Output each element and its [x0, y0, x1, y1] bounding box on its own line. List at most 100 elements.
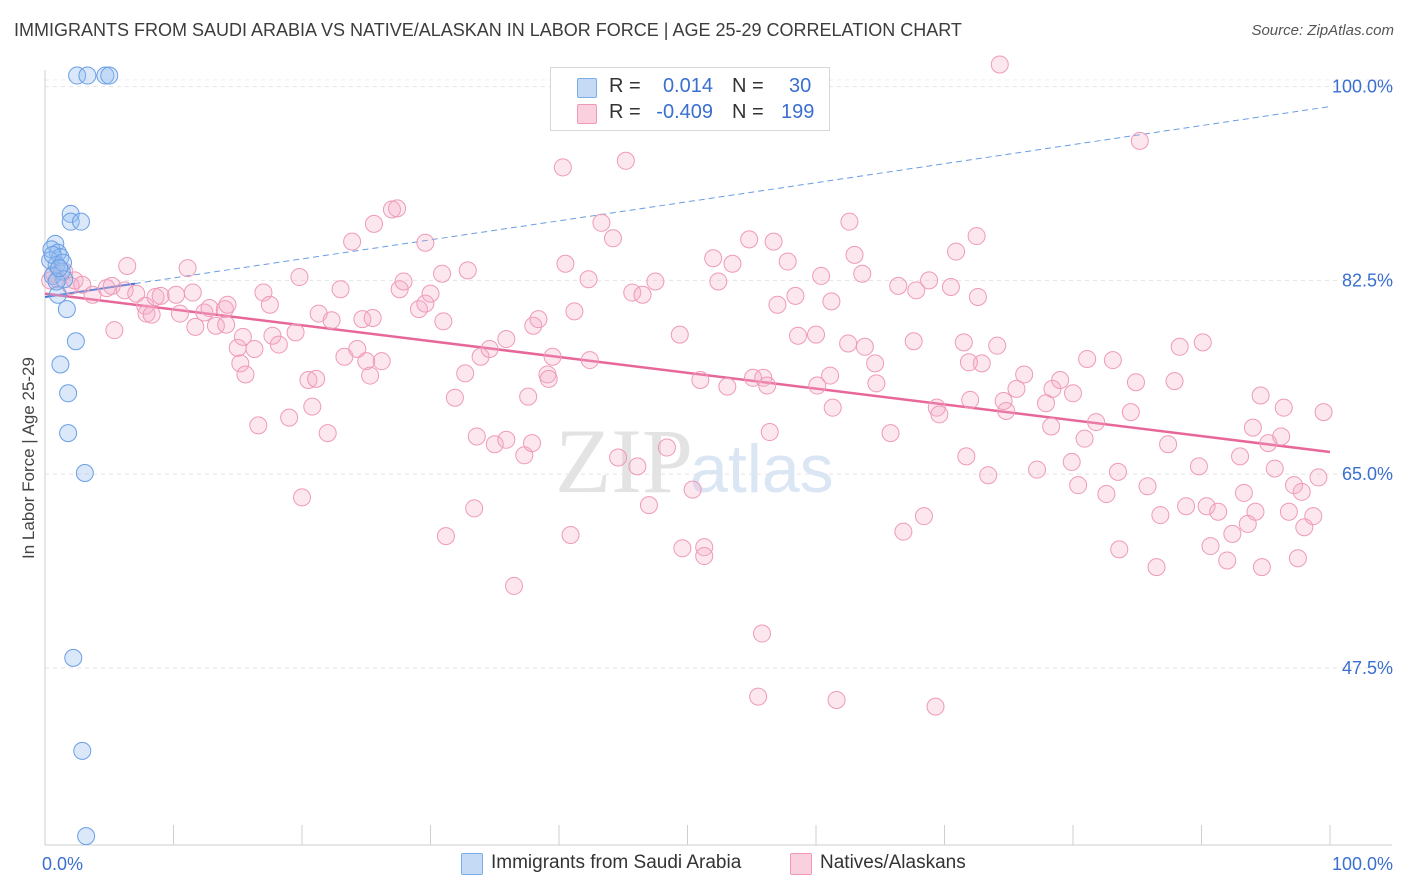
- data-point-natives: [434, 312, 453, 331]
- data-point-natives: [456, 364, 475, 383]
- data-point-saudi: [47, 272, 66, 291]
- data-point-natives: [907, 281, 926, 300]
- data-point-natives: [388, 199, 407, 218]
- data-point-natives: [553, 158, 572, 177]
- data-point-natives: [1231, 447, 1250, 466]
- data-point-natives: [889, 276, 908, 295]
- data-point-natives: [926, 697, 945, 716]
- data-point-natives: [954, 333, 973, 352]
- data-point-natives: [695, 547, 714, 566]
- data-point-natives: [1078, 349, 1097, 368]
- data-point-natives: [855, 337, 874, 356]
- data-point-natives: [303, 397, 322, 416]
- data-point-natives: [1209, 502, 1228, 521]
- data-point-natives: [433, 264, 452, 283]
- axes: [44, 70, 1392, 846]
- data-point-natives: [318, 424, 337, 443]
- watermark-atlas: atlas: [690, 431, 834, 507]
- data-point-natives: [1170, 337, 1189, 356]
- y-axis-label: In Labor Force | Age 25-29: [19, 357, 38, 559]
- data-point-saudi: [61, 212, 80, 231]
- data-point-natives: [744, 368, 763, 387]
- data-point-natives: [1309, 468, 1328, 487]
- data-point-natives: [603, 229, 622, 248]
- data-point-natives: [990, 55, 1009, 74]
- data-point-natives: [307, 369, 326, 388]
- x-tick-label: 0.0%: [42, 854, 83, 874]
- data-point-natives: [867, 374, 886, 393]
- legend-label-series1: Immigrants from Saudi Arabia: [491, 852, 742, 873]
- data-point-natives: [357, 352, 376, 371]
- data-point-natives: [394, 272, 413, 291]
- data-point-natives: [1292, 482, 1311, 501]
- data-point-natives: [808, 376, 827, 395]
- data-point-natives: [1272, 427, 1291, 446]
- data-point-natives: [1314, 403, 1333, 422]
- stats-r-value-series1: 0.014: [662, 75, 713, 97]
- data-point-natives: [1015, 365, 1034, 384]
- data-point-natives: [445, 388, 464, 407]
- data-point-natives: [592, 213, 611, 232]
- data-point-natives: [1042, 417, 1061, 436]
- data-point-natives: [1028, 460, 1047, 479]
- data-point-natives: [1087, 413, 1106, 432]
- data-point-saudi: [96, 66, 115, 85]
- data-point-natives: [633, 285, 652, 304]
- data-point-natives: [543, 347, 562, 366]
- tick-labels: 100.0% 82.5% 65.0% 47.5% 0.0% 100.0%: [42, 77, 1393, 874]
- data-point-natives: [136, 296, 155, 315]
- data-point-natives: [670, 325, 689, 344]
- data-point-natives: [322, 311, 341, 330]
- data-point-natives: [1304, 507, 1323, 526]
- stats-r-value-series2: -0.409: [656, 101, 713, 123]
- data-point-natives: [217, 315, 236, 334]
- data-point-saudi: [61, 204, 80, 223]
- legend-swatch-series1: [461, 853, 483, 875]
- data-point-natives: [343, 232, 362, 251]
- data-point-natives: [988, 336, 1007, 355]
- data-point-natives: [293, 488, 311, 507]
- data-point-natives: [539, 369, 558, 388]
- data-point-natives: [628, 457, 647, 476]
- data-point-natives: [947, 242, 966, 261]
- data-point-natives: [529, 310, 548, 329]
- trend-line-series1-dashed: [134, 106, 1331, 285]
- data-point-natives: [957, 447, 976, 466]
- data-point-natives: [1285, 476, 1304, 495]
- data-point-natives: [639, 496, 658, 515]
- data-point-natives: [1151, 506, 1170, 525]
- y-tick-label: 82.5%: [1342, 270, 1393, 290]
- data-point-natives: [331, 280, 350, 299]
- data-point-saudi: [68, 66, 87, 85]
- data-point-natives: [709, 272, 728, 291]
- data-point-natives: [1223, 524, 1242, 543]
- data-point-natives: [236, 365, 255, 384]
- data-point-natives: [839, 334, 858, 353]
- data-point-natives: [580, 351, 599, 370]
- data-point-saudi: [57, 300, 76, 319]
- data-point-natives: [290, 268, 309, 287]
- data-point-natives: [263, 326, 282, 345]
- data-point-natives: [616, 151, 635, 170]
- data-point-natives: [768, 295, 787, 314]
- data-point-natives: [979, 466, 998, 485]
- data-point-saudi: [48, 285, 67, 304]
- data-point-natives: [416, 233, 435, 252]
- x-tick-label: 100.0%: [1332, 854, 1393, 874]
- data-point-natives: [789, 326, 808, 345]
- data-point-natives: [137, 304, 156, 323]
- watermark: ZIP atlas: [555, 410, 834, 512]
- data-point-natives: [1201, 537, 1220, 556]
- data-point-natives: [753, 624, 772, 643]
- data-point-natives: [764, 232, 783, 251]
- data-point-natives: [142, 305, 161, 324]
- data-point-natives: [105, 321, 124, 340]
- data-point-natives: [821, 366, 840, 385]
- stats-row-series2: R = -0.409 N = 199: [551, 101, 829, 127]
- data-point-natives: [1189, 457, 1208, 476]
- data-point-natives: [1234, 483, 1253, 502]
- data-point-natives: [1252, 558, 1271, 577]
- trend-lines: [44, 106, 1331, 454]
- data-point-natives: [894, 522, 913, 541]
